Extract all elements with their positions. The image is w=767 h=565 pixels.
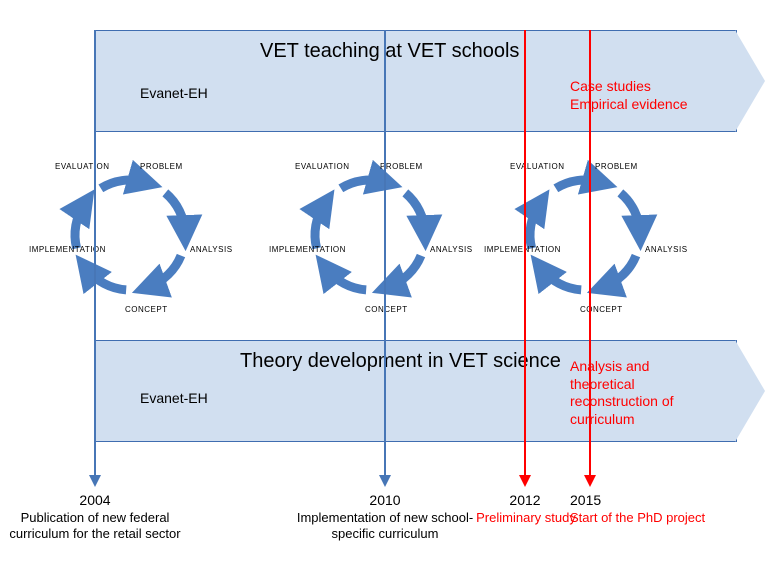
bot-red-line-2: theoretical xyxy=(570,376,674,394)
timeline-line-2012 xyxy=(524,30,526,475)
top-red-line-2: Empirical evidence xyxy=(570,96,688,114)
cycle-label-evaluation: EVALUATION xyxy=(55,162,110,171)
cycle-label-implementation: IMPLEMENTATION xyxy=(269,245,346,254)
bot-red-line-3: reconstruction of xyxy=(570,393,674,411)
cycle-label-implementation: IMPLEMENTATION xyxy=(484,245,561,254)
cycle-label-problem: PROBLEM xyxy=(595,162,638,171)
timeline-arrowhead-2012 xyxy=(519,475,531,487)
timeline-line-2015 xyxy=(589,30,591,475)
cycle-label-analysis: ANALYSIS xyxy=(430,245,473,254)
top-band-arrowhead xyxy=(735,30,765,132)
bot-red-line-1: Analysis and xyxy=(570,358,674,376)
cycle-1: PROBLEMANALYSISCONCEPTIMPLEMENTATIONEVAL… xyxy=(35,150,235,320)
cycle-label-problem: PROBLEM xyxy=(380,162,423,171)
top-band-title: VET teaching at VET schools xyxy=(260,40,519,63)
cycle-arrows-icon xyxy=(35,150,235,320)
timeline-caption-2015: Start of the PhD project xyxy=(570,510,750,526)
top-band-red-text: Case studies Empirical evidence xyxy=(570,78,688,113)
cycle-label-concept: CONCEPT xyxy=(365,305,408,314)
diagram-canvas: VET teaching at VET schools Evanet-EH Ca… xyxy=(0,0,767,565)
timeline-arrowhead-2010 xyxy=(379,475,391,487)
cycle-label-concept: CONCEPT xyxy=(125,305,168,314)
cycle-label-analysis: ANALYSIS xyxy=(645,245,688,254)
cycle-label-concept: CONCEPT xyxy=(580,305,623,314)
timeline-year-2004: 2004 xyxy=(65,492,125,508)
timeline-year-2010: 2010 xyxy=(355,492,415,508)
timeline-caption-2010: Implementation of new school-specific cu… xyxy=(295,510,475,543)
bottom-band-left-label: Evanet-EH xyxy=(140,390,208,406)
timeline-year-2012: 2012 xyxy=(495,492,555,508)
cycle-label-problem: PROBLEM xyxy=(140,162,183,171)
bottom-band-title: Theory development in VET science xyxy=(240,350,561,373)
bot-red-line-4: curriculum xyxy=(570,411,674,429)
cycle-label-evaluation: EVALUATION xyxy=(295,162,350,171)
cycle-arrows-icon xyxy=(275,150,475,320)
bottom-band-arrowhead xyxy=(735,340,765,442)
bottom-band-red-text: Analysis and theoretical reconstruction … xyxy=(570,358,674,428)
timeline-arrowhead-2015 xyxy=(584,475,596,487)
cycle-2: PROBLEMANALYSISCONCEPTIMPLEMENTATIONEVAL… xyxy=(275,150,475,320)
timeline-caption-2004: Publication of new federal curriculum fo… xyxy=(0,510,200,543)
cycle-label-analysis: ANALYSIS xyxy=(190,245,233,254)
timeline-line-2004 xyxy=(94,30,96,475)
top-red-line-1: Case studies xyxy=(570,78,688,96)
timeline-arrowhead-2004 xyxy=(89,475,101,487)
top-band-left-label: Evanet-EH xyxy=(140,85,208,101)
timeline-caption-2012: Preliminary study xyxy=(466,510,586,526)
timeline-line-2010 xyxy=(384,30,386,475)
cycle-label-evaluation: EVALUATION xyxy=(510,162,565,171)
timeline-year-2015: 2015 xyxy=(570,492,630,508)
